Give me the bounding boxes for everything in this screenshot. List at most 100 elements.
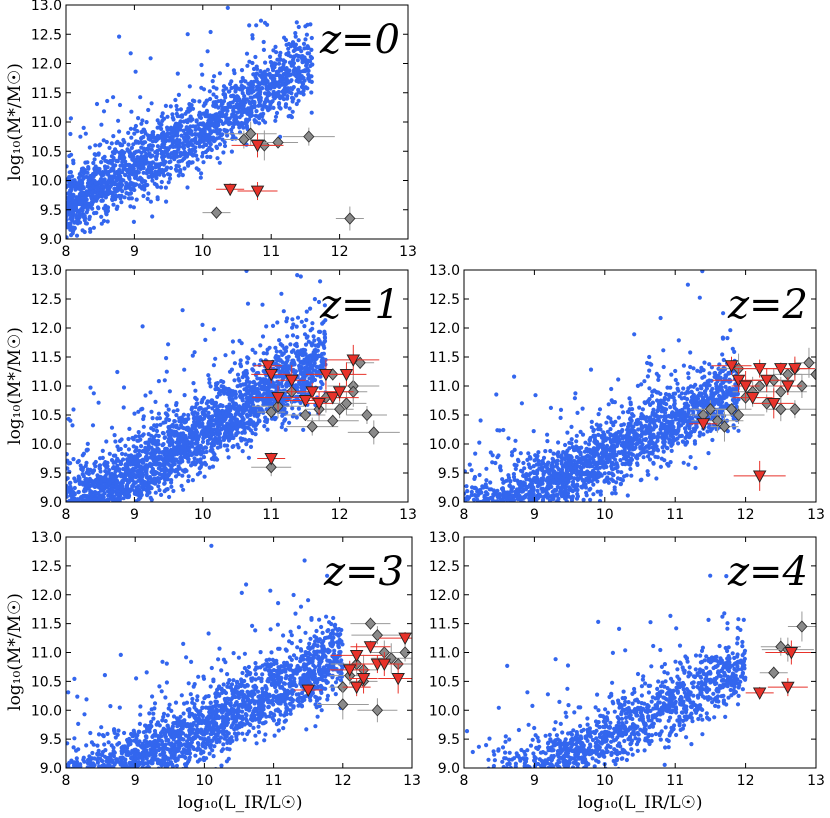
sim-point (100, 455, 105, 460)
sim-point (246, 438, 251, 443)
sim-point (477, 472, 482, 478)
sim-point (274, 357, 279, 362)
sim-point (281, 309, 286, 314)
sim-point (129, 145, 134, 150)
sim-point (150, 416, 155, 421)
sim-point (135, 177, 141, 182)
sim-point (66, 211, 69, 216)
sim-point (67, 481, 73, 486)
sim-point (105, 208, 110, 214)
sim-point (246, 403, 251, 408)
sim-point (94, 101, 100, 107)
sim-point (89, 499, 94, 502)
sim-point (202, 427, 207, 433)
sim-point (702, 360, 707, 365)
sim-point (174, 163, 179, 168)
sim-point (197, 134, 202, 139)
sim-point (169, 441, 174, 446)
sim-point (230, 391, 235, 396)
sim-point (177, 416, 182, 421)
sim-point (262, 424, 267, 429)
sim-point (246, 384, 251, 389)
sim-point (190, 478, 195, 483)
sim-point (150, 166, 155, 171)
sim-point (154, 175, 159, 180)
sim-point (104, 471, 110, 476)
sim-point (233, 121, 238, 126)
sim-point (151, 452, 156, 457)
sim-point (110, 474, 115, 480)
sim-point (211, 85, 216, 90)
sim-point (269, 382, 274, 387)
sim-point (211, 129, 216, 134)
sim-point (129, 135, 134, 140)
sim-point (658, 315, 663, 321)
sim-point (215, 381, 220, 386)
sim-point (66, 499, 69, 502)
sim-point (246, 455, 251, 460)
sim-point (188, 142, 194, 147)
detection-diamond (333, 403, 346, 416)
sim-point (66, 483, 69, 489)
sim-point (290, 406, 295, 411)
sim-point (102, 491, 107, 496)
sim-point (270, 65, 275, 70)
sim-point (97, 495, 102, 500)
sim-point (213, 356, 218, 361)
sim-point (226, 89, 231, 94)
sim-point (239, 68, 245, 73)
sim-point (294, 93, 299, 98)
sim-point (184, 152, 189, 157)
sim-point (195, 445, 200, 450)
sim-point (81, 125, 86, 130)
sim-point (207, 132, 212, 137)
sim-point (191, 412, 196, 417)
sim-point (104, 169, 109, 174)
sim-point (241, 97, 247, 102)
sim-point (115, 369, 120, 375)
sim-point (254, 391, 260, 396)
sim-point (88, 492, 93, 497)
sim-point (180, 445, 185, 450)
sim-point (283, 104, 288, 109)
sim-point (119, 200, 124, 205)
sim-point (309, 363, 314, 369)
sim-point (115, 485, 120, 490)
sim-point (130, 484, 135, 489)
sim-point (233, 395, 238, 400)
sim-point (236, 420, 241, 425)
sim-point (232, 378, 237, 383)
sim-point (131, 205, 136, 210)
limit-triangle (305, 386, 319, 399)
sim-point (136, 453, 141, 458)
sim-point (69, 497, 75, 502)
sim-point (114, 177, 119, 182)
sim-point (318, 354, 323, 359)
sim-point (150, 214, 155, 219)
sim-point (264, 97, 269, 102)
sim-point (130, 478, 135, 483)
sim-point (114, 158, 119, 163)
sim-point (262, 20, 268, 25)
sim-point (535, 488, 540, 493)
sim-point (205, 126, 210, 131)
sim-point (178, 449, 183, 454)
sim-point (205, 154, 210, 159)
sim-point (250, 60, 255, 66)
sim-point (167, 494, 172, 500)
panel-z0: 8 9 10 11 12 139.09.510.010.511.011.512.012.5… (31, 0, 417, 260)
sim-point (178, 119, 183, 124)
sim-point (175, 441, 181, 446)
sim-point (226, 413, 231, 418)
sim-point (138, 95, 143, 100)
sim-point (146, 143, 152, 148)
sim-point (208, 399, 213, 404)
sim-point (121, 496, 126, 501)
limit-triangle (271, 392, 285, 405)
sim-point (67, 153, 72, 159)
sim-point (164, 487, 169, 492)
sim-point (176, 173, 181, 178)
sim-point (158, 454, 163, 459)
sim-point (298, 368, 303, 373)
sim-point (181, 426, 186, 431)
